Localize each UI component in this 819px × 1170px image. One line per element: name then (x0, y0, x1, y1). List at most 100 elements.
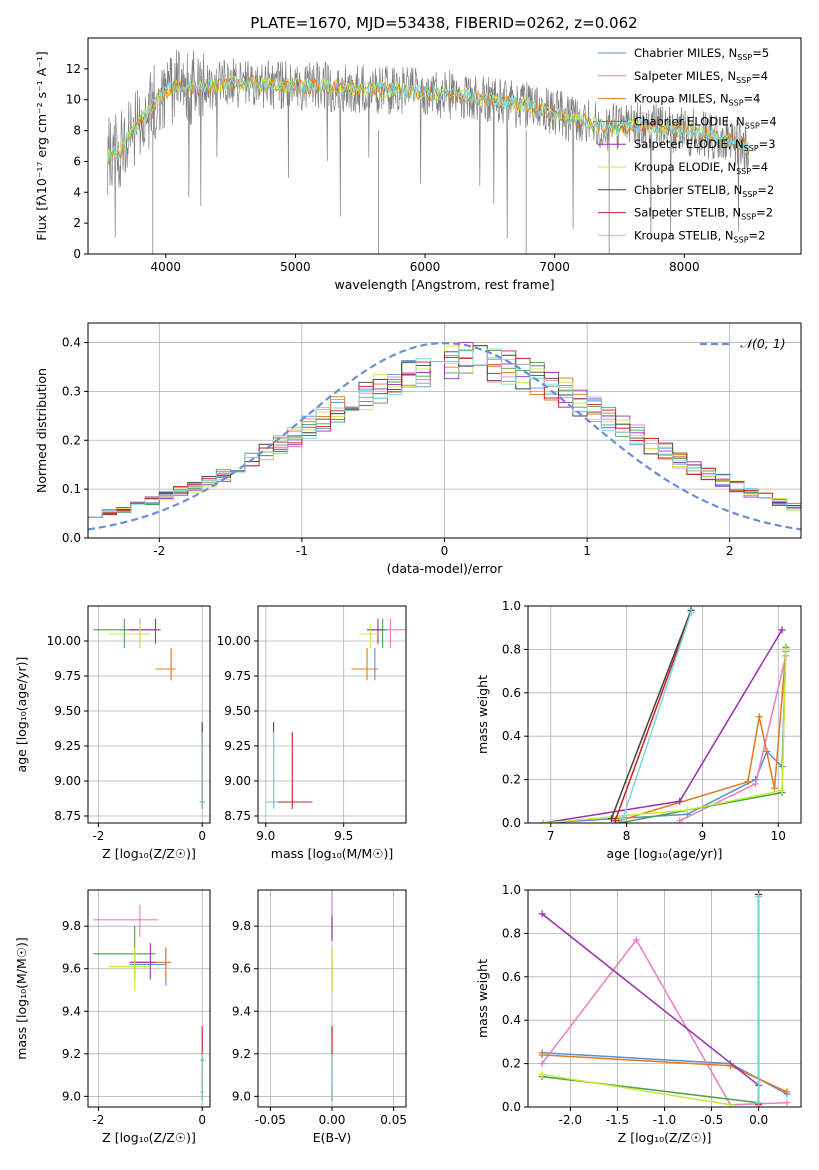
axes-frame (257, 889, 407, 1108)
y-tick-label: 8.75 (224, 809, 251, 823)
x-tick-label: 7 (547, 829, 555, 843)
plot-area (538, 890, 791, 1107)
x-tick-label: -1.5 (606, 1113, 629, 1127)
y-tick-label: 9.25 (224, 739, 251, 753)
weight-line-salpeter-miles (679, 655, 787, 822)
y-tick-label: 9.25 (54, 739, 81, 753)
y-tick-label: 8.75 (54, 809, 81, 823)
weight-line-chabrier-elodie (542, 1075, 759, 1104)
y-tick-label: 9.4 (62, 1004, 81, 1018)
y-tick-label: 1.0 (502, 883, 521, 897)
weight-line-chabrier-stelib (610, 610, 692, 819)
weight-marker (783, 1088, 791, 1096)
weight-marker (632, 936, 640, 944)
y-tick-label: 9.0 (232, 1089, 251, 1103)
y-tick-label: 9.75 (54, 669, 81, 683)
weight-marker (778, 786, 786, 794)
x-tick-label: -2.0 (559, 1113, 582, 1127)
y-tick-label: 10 (66, 93, 81, 107)
plot-area (265, 618, 406, 809)
x-tick-label: 0.0 (749, 1113, 768, 1127)
weight-marker (744, 778, 752, 786)
x-tick-label: -2 (92, 829, 104, 843)
x-axis-label: age [log₁₀(age/yr)] (607, 846, 723, 861)
y-tick-label: 9.8 (232, 919, 251, 933)
y-tick-label: 0.0 (502, 816, 521, 830)
y-tick-label: 9.75 (224, 669, 251, 683)
legend-label: Chabrier MILES, NSSP=5 (634, 46, 769, 62)
x-axis-label: E(B-V) (313, 1130, 352, 1145)
y-tick-label: 4 (73, 185, 81, 199)
y-tick-label: 9.8 (62, 919, 81, 933)
y-tick-label: 9.2 (62, 1047, 81, 1061)
x-tick-label: 0.00 (319, 1113, 346, 1127)
y-axis-label: mass weight (475, 959, 490, 1038)
panel-mass-vs-ebv: -0.05 0.00 0.05 9.0 9.2 9.4 9.6 9.8 E(B-V) (232, 889, 407, 1145)
y-tick-label: 0.8 (502, 642, 521, 656)
y-tick-label: 0.1 (62, 482, 81, 496)
weight-line-salpeter-elodie (543, 629, 783, 823)
y-tick-label: 0.4 (502, 729, 521, 743)
y-tick-label: 0.2 (502, 1057, 521, 1071)
x-tick-label: -2 (92, 1113, 104, 1127)
x-tick-label: 8 (623, 829, 631, 843)
weight-marker (782, 645, 790, 653)
x-tick-label: 10 (771, 829, 786, 843)
y-tick-label: 9.2 (232, 1047, 251, 1061)
weight-marker (778, 626, 786, 634)
y-tick-label: 0.0 (62, 531, 81, 545)
weight-marker (755, 893, 763, 901)
y-tick-label: 9.50 (54, 704, 81, 718)
weight-line-kroupa-elodie (541, 1073, 731, 1106)
y-tick-label: 0.6 (502, 970, 521, 984)
y-tick-label: 0.2 (502, 773, 521, 787)
y-axis-label: Normed distribution (34, 368, 49, 493)
panel-mass-vs-metallicity: -2 0 9.0 9.2 9.4 9.6 9.8 Z [log₁₀(Z/Z☉)] mass [l… (14, 889, 211, 1145)
weight-marker (752, 780, 759, 788)
weight-marker (755, 713, 763, 721)
y-tick-label: 0.2 (62, 433, 81, 447)
weight-marker (676, 817, 684, 823)
legend-label: Kroupa ELODIE, NSSP=4 (634, 160, 768, 176)
x-tick-label: 9.5 (334, 829, 353, 843)
x-tick-label: 0 (441, 544, 449, 558)
y-tick-label: 6 (73, 154, 81, 168)
x-tick-label: -2 (153, 544, 165, 558)
x-tick-label: 9 (699, 829, 707, 843)
legend-label: 𝒩(0, 1) (740, 336, 786, 351)
plot-area (88, 341, 801, 531)
panel-weight-vs-age: 7 8 9 10 0.0 0.2 0.4 0.6 0.8 1.0 age [log₁₀(age/yr… (475, 599, 802, 861)
x-tick-label: 6000 (410, 260, 441, 274)
x-axis-label: Z [log₁₀(Z/Z☉)] (102, 846, 196, 861)
histogram-salpeter-stelib (88, 345, 801, 518)
weight-marker (538, 1051, 546, 1059)
legend: Chabrier MILES, NSSP=5 Salpeter MILES, NS… (598, 46, 777, 244)
panel-residuals: -2 -1 0 1 2 0.0 0.1 0.2 0.3 0.4 (data-model)/error… (34, 322, 802, 576)
axes-frame (87, 322, 802, 539)
legend-label: Kroupa STELIB, NSSP=2 (634, 228, 765, 244)
y-tick-label: 9.00 (224, 774, 251, 788)
x-tick-label: 1 (583, 544, 591, 558)
x-tick-label: -1 (296, 544, 308, 558)
weight-marker (611, 817, 619, 823)
panel-weight-vs-metallicity: -2.0 -1.5 -1.0 -0.5 0.0 0.0 0.2 0.4 0.6 0.8 1.0 Z [… (475, 883, 802, 1145)
x-axis-label: Z [log₁₀(Z/Z☉)] (102, 1130, 196, 1145)
y-tick-label: 1.0 (502, 599, 521, 613)
y-axis-label: mass weight (475, 675, 490, 754)
axes-frame (87, 605, 211, 824)
y-axis-label: mass [log₁₀(M/M☉)] (14, 937, 29, 1059)
axes-frame (527, 605, 802, 824)
weight-marker (539, 819, 547, 823)
y-tick-label: 0.8 (502, 926, 521, 940)
weight-line-kroupa-elodie (543, 649, 787, 823)
y-tick-label: 10.00 (217, 634, 251, 648)
y-tick-label: 2 (73, 216, 81, 230)
y-tick-label: 0.6 (502, 686, 521, 700)
legend-label: Chabrier STELIB, NSSP=2 (634, 183, 774, 199)
x-axis-label: mass [log₁₀(M/M☉)] (271, 846, 393, 861)
legend-label: Chabrier ELODIE, NSSP=4 (634, 114, 777, 130)
x-tick-label: 9.0 (256, 829, 275, 843)
y-tick-label: 9.4 (232, 1004, 251, 1018)
x-tick-label: 7000 (539, 260, 570, 274)
